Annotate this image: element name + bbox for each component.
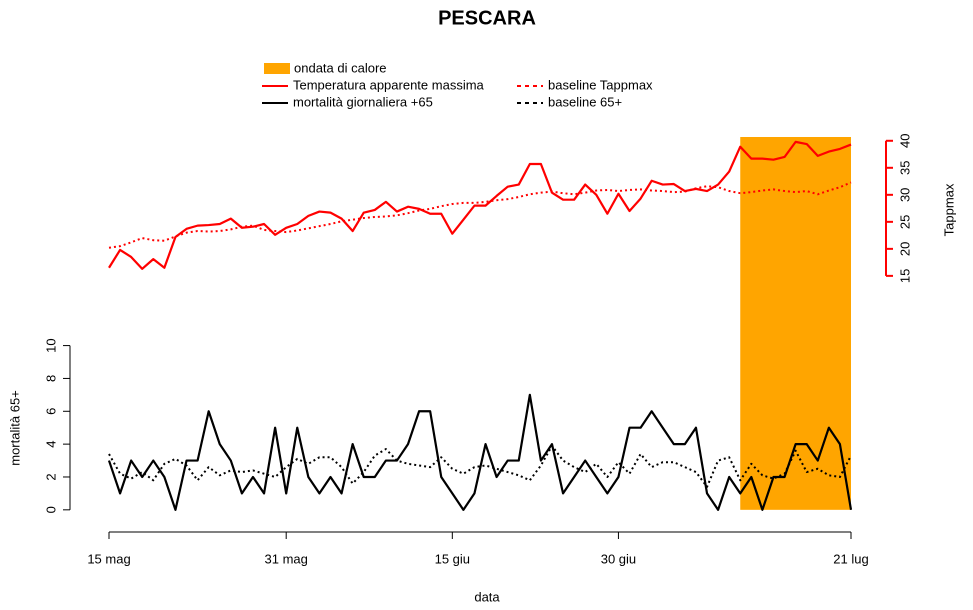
x-tick-label: 31 mag <box>265 551 308 566</box>
legend-label: mortalità giornaliera +65 <box>293 94 433 109</box>
x-tick-label: 21 lug <box>833 551 868 566</box>
legend-label: Temperatura apparente massima <box>293 77 485 92</box>
y2-tick-label: 15 <box>897 269 912 283</box>
y2-tick-label: 25 <box>897 215 912 229</box>
x-tick-label: 15 mag <box>87 551 130 566</box>
series-line <box>108 140 852 270</box>
y-tick-label: 8 <box>43 375 58 382</box>
legend-label: ondata di calore <box>294 60 387 75</box>
y2-tick-label: 20 <box>897 242 912 256</box>
y-tick-label: 4 <box>43 441 58 448</box>
y2-axis-label: Tappmax <box>941 183 956 236</box>
legend-label: baseline Tappmax <box>548 77 653 92</box>
series-line <box>107 393 853 511</box>
y2-tick-label: 30 <box>897 188 912 202</box>
y-tick-label: 10 <box>43 338 58 352</box>
y2-tick-label: 35 <box>897 161 912 175</box>
y-tick-label: 0 <box>43 506 58 513</box>
y-axis-label: mortalità 65+ <box>7 390 22 466</box>
x-tick-label: 30 giu <box>601 551 636 566</box>
y2-tick-label: 40 <box>897 134 912 148</box>
series-line <box>108 181 852 249</box>
chart-title: PESCARA <box>438 7 536 29</box>
heatwave-band <box>740 137 851 510</box>
y-tick-label: 2 <box>43 473 58 480</box>
legend-swatch <box>264 63 290 74</box>
y-tick-label: 6 <box>43 408 58 415</box>
x-tick-label: 15 giu <box>435 551 470 566</box>
legend-label: baseline 65+ <box>548 94 622 109</box>
x-axis-label: data <box>474 589 500 604</box>
